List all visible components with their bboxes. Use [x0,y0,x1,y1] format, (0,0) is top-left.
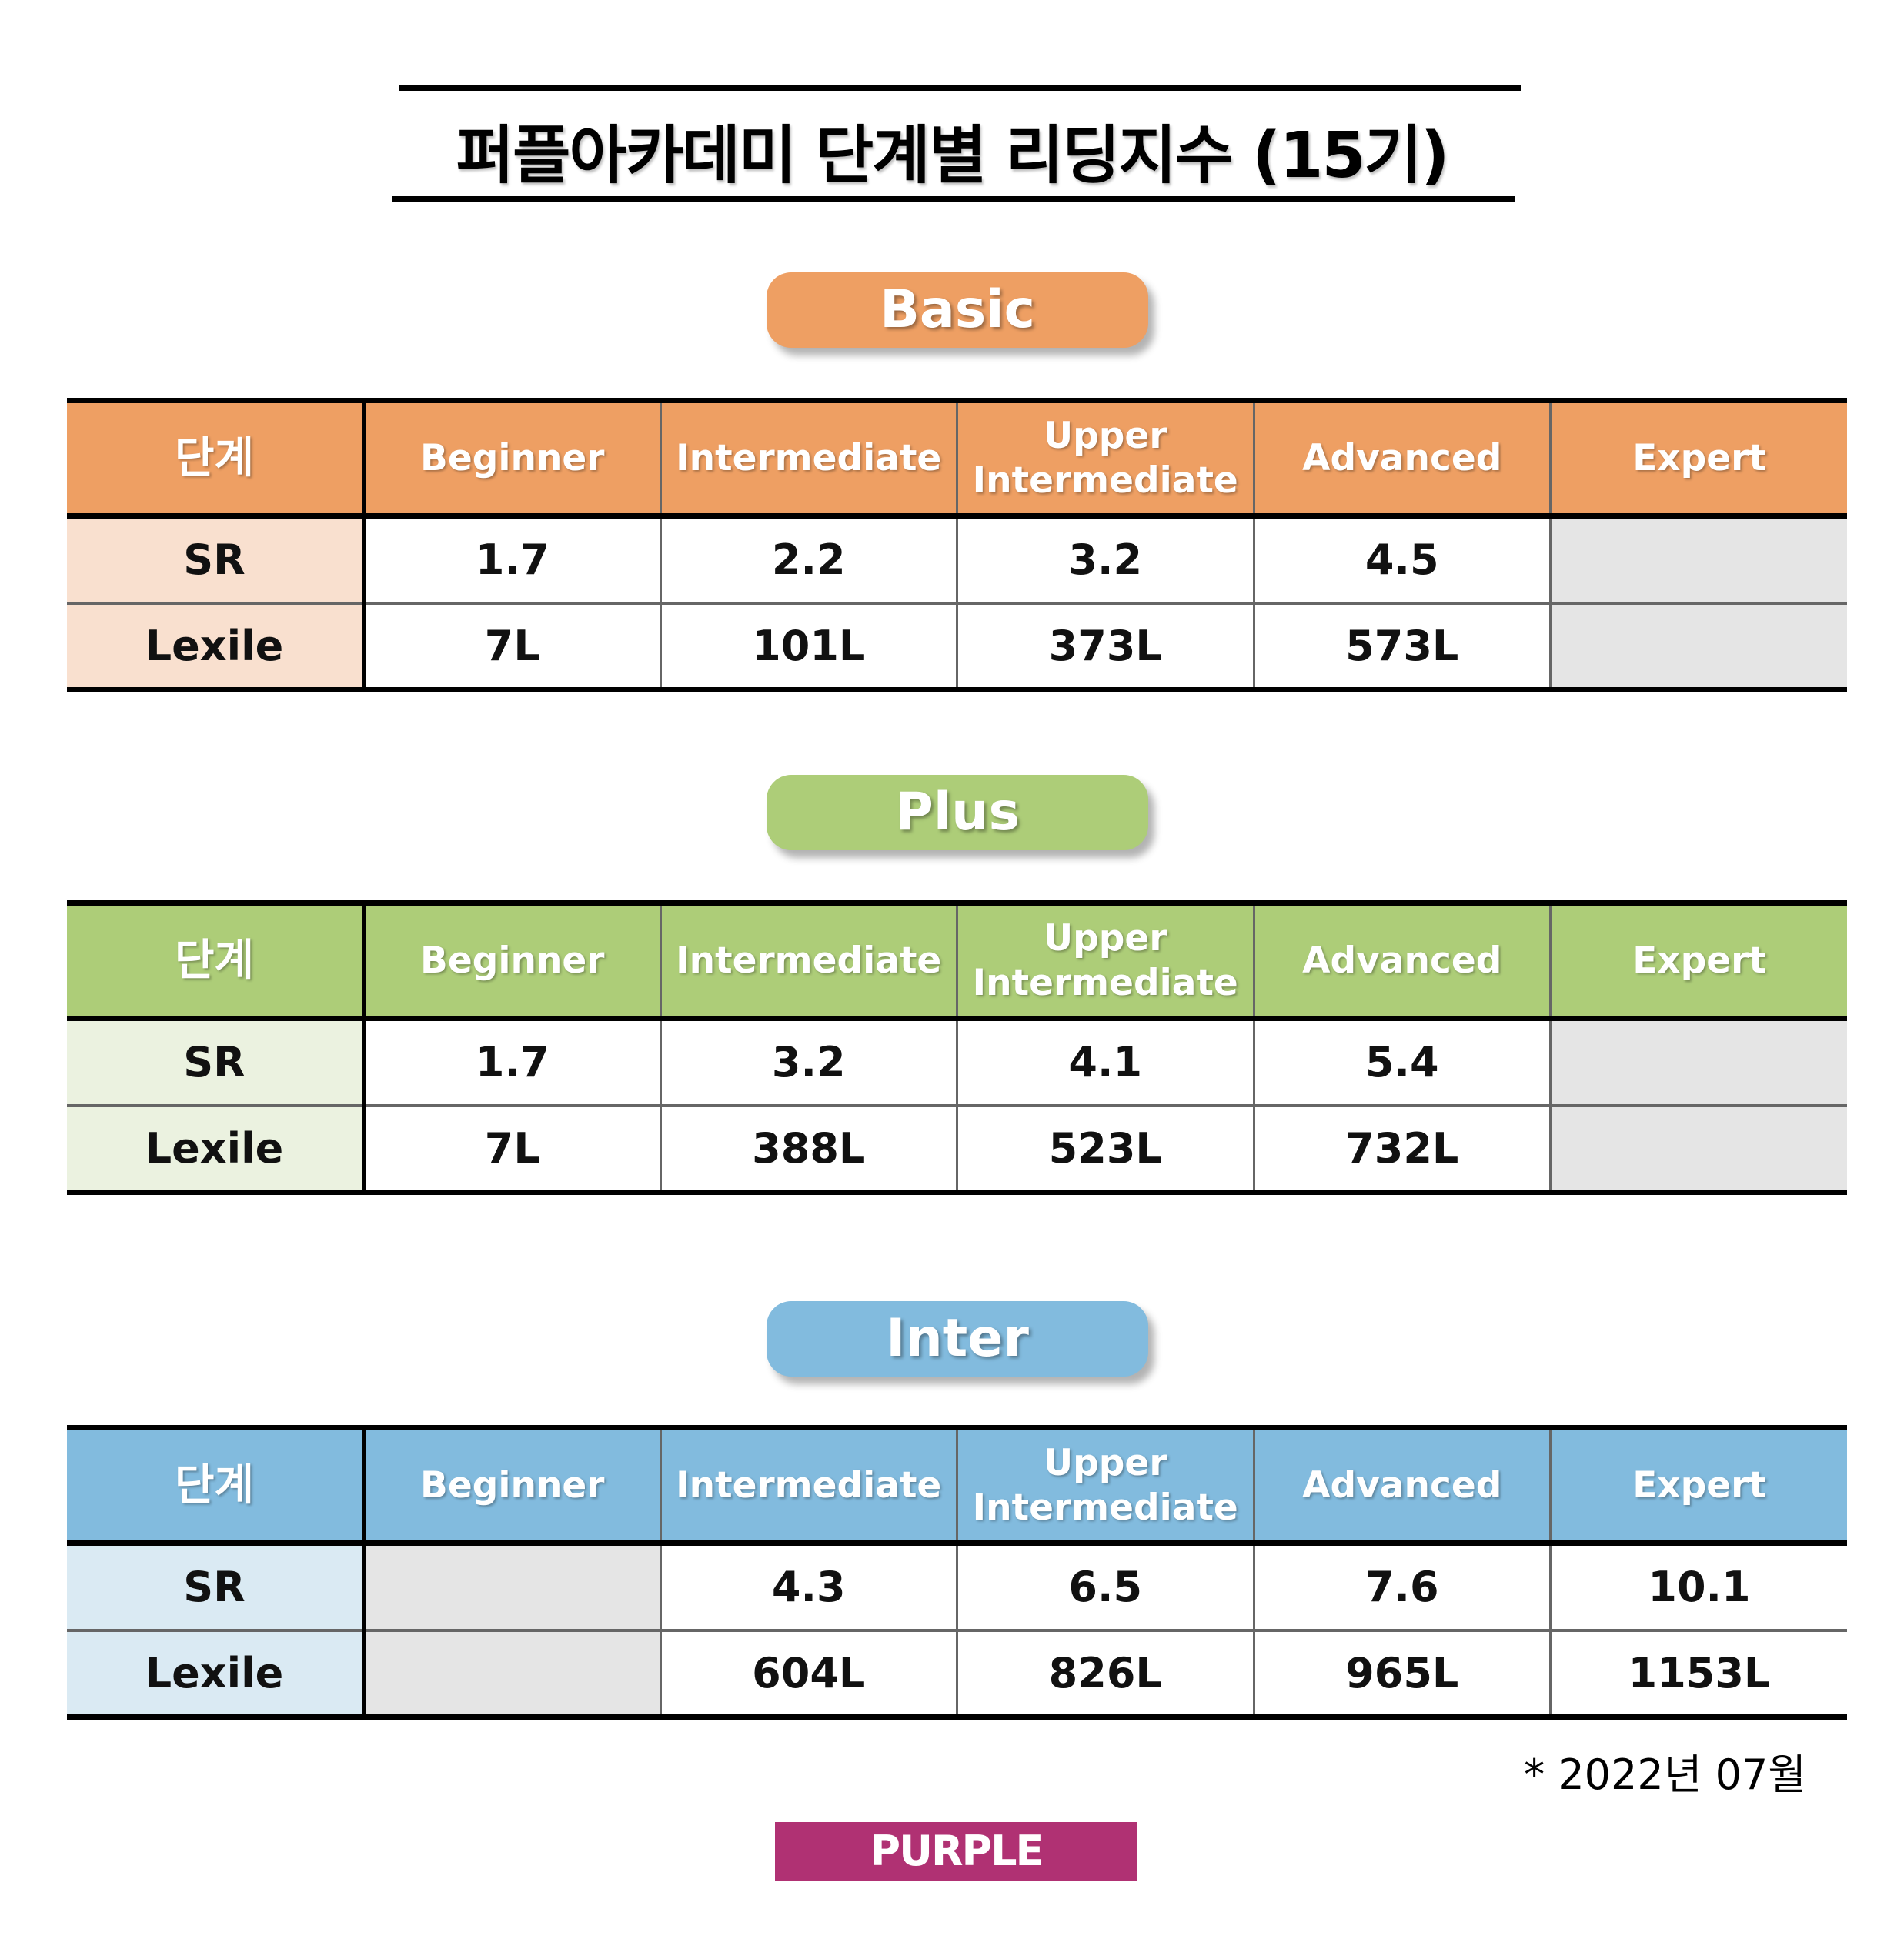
column-header: Expert [1549,400,1847,516]
empty-cell [1549,1105,1847,1193]
title-top-rule [399,85,1521,91]
value-cell: 573L [1252,602,1552,690]
column-header: Expert [1549,903,1847,1019]
table-header-row: 단계 Beginner Intermediate Upper Intermediate… [67,1427,1847,1544]
table-header-row: 단계 Beginner Intermediate Upper Intermediate… [67,903,1847,1019]
value-cell: 101L [659,602,958,690]
row-label: SR [67,516,366,603]
value-cell: 1.7 [362,516,662,603]
section-badge-plus: Plus [767,775,1148,850]
title-bottom-rule [392,196,1515,202]
table-row: Lexile 604L 826L 965L 1153L [67,1630,1847,1717]
value-cell: 1.7 [362,1018,662,1106]
column-header: Advanced [1252,1427,1552,1544]
value-cell: 2.2 [659,516,958,603]
section-badge-basic: Basic [767,272,1148,348]
column-header: Advanced [1252,903,1552,1019]
level-table-basic: 단계 Beginner Intermediate Upper Intermediate… [67,398,1847,692]
value-cell: 4.5 [1252,516,1552,603]
column-header: 단계 [67,903,366,1019]
value-cell: 1153L [1549,1630,1847,1717]
value-cell: 523L [956,1105,1255,1193]
table-row: SR 1.7 3.2 4.1 5.4 [67,1018,1847,1106]
value-cell: 826L [956,1630,1255,1717]
level-table-plus: 단계 Beginner Intermediate Upper Intermediate… [67,900,1847,1195]
column-header: Advanced [1252,400,1552,516]
value-cell: 7.6 [1252,1543,1552,1630]
column-header: Beginner [362,903,662,1019]
column-header: Intermediate [659,903,958,1019]
row-label: Lexile [67,1105,366,1193]
value-cell: 6.5 [956,1543,1255,1630]
date-note: * 2022년 07월 [1524,1750,1806,1799]
empty-cell [1549,1018,1847,1106]
table-header-row: 단계 Beginner Intermediate Upper Intermediate… [67,400,1847,516]
value-cell: 10.1 [1549,1543,1847,1630]
empty-cell [1549,516,1847,603]
column-header: Expert [1549,1427,1847,1544]
column-header: Upper Intermediate [956,1427,1255,1544]
row-label: SR [67,1018,366,1106]
column-header: Upper Intermediate [956,903,1255,1019]
column-header: Intermediate [659,400,958,516]
row-label: Lexile [67,1630,366,1717]
section-badge-inter: Inter [767,1301,1148,1377]
row-label: SR [67,1543,366,1630]
value-cell: 3.2 [659,1018,958,1106]
table-row: Lexile 7L 388L 523L 732L [67,1105,1847,1193]
column-header: Intermediate [659,1427,958,1544]
column-header: Beginner [362,400,662,516]
empty-cell [1549,602,1847,690]
value-cell: 4.1 [956,1018,1255,1106]
column-header: 단계 [67,1427,366,1544]
empty-cell [362,1630,662,1717]
value-cell: 732L [1252,1105,1552,1193]
value-cell: 373L [956,602,1255,690]
value-cell: 5.4 [1252,1018,1552,1106]
empty-cell [362,1543,662,1630]
purple-academy-logo: PURPLE ACADEMY [775,1822,1137,1934]
value-cell: 604L [659,1630,958,1717]
value-cell: 388L [659,1105,958,1193]
value-cell: 3.2 [956,516,1255,603]
column-header: Beginner [362,1427,662,1544]
table-row: SR 4.3 6.5 7.6 10.1 [67,1543,1847,1630]
table-row: Lexile 7L 101L 373L 573L [67,602,1847,690]
value-cell: 7L [362,602,662,690]
column-header: 단계 [67,400,366,516]
value-cell: 965L [1252,1630,1552,1717]
level-table-inter: 단계 Beginner Intermediate Upper Intermediate… [67,1425,1847,1720]
page-title: 퍼플아카데미 단계별 리딩지수 (15기) [456,119,1450,192]
row-label: Lexile [67,602,366,690]
table-row: SR 1.7 2.2 3.2 4.5 [67,516,1847,603]
value-cell: 7L [362,1105,662,1193]
column-header: Upper Intermediate [956,400,1255,516]
value-cell: 4.3 [659,1543,958,1630]
